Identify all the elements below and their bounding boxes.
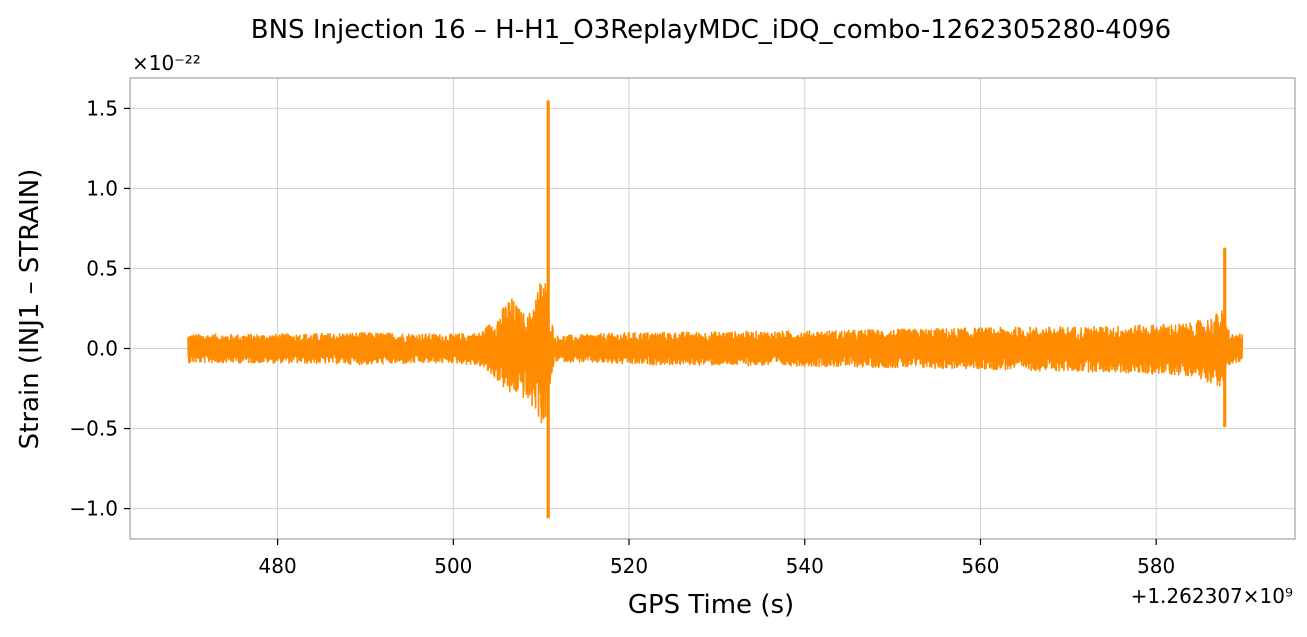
x-axis-label: GPS Time (s)	[628, 590, 794, 620]
x-tick-label: 580	[1137, 554, 1175, 578]
data-layer	[187, 100, 1244, 519]
x-tick-label: 560	[961, 554, 999, 578]
y-tick-label: −1.0	[69, 497, 118, 521]
x-offset-label: +1.262307×10⁹	[1131, 584, 1293, 608]
x-tick-label: 540	[786, 554, 824, 578]
chart-title: BNS Injection 16 – H-H1_O3ReplayMDC_iDQ_…	[251, 15, 1171, 45]
y-tick-label: 1.5	[86, 96, 118, 120]
y-axis-label: Strain (INJ1 – STRAIN)	[15, 169, 45, 450]
x-tick-label: 500	[434, 554, 472, 578]
x-tick-label: 480	[259, 554, 297, 578]
y-scale-label: ×10⁻²²	[132, 51, 201, 75]
y-tick-label: 0.5	[86, 256, 118, 280]
y-tick-label: 0.0	[86, 337, 118, 361]
plot-frame	[129, 77, 1296, 540]
y-tick-label: 1.0	[86, 176, 118, 200]
strain-series-line	[187, 283, 1244, 424]
x-tick-label: 520	[610, 554, 648, 578]
y-tick-layer: −1.0 −0.5 0.0 0.5 1.0 1.5	[69, 96, 130, 521]
y-tick-label: −0.5	[69, 417, 118, 441]
x-tick-layer: 480 500 520 540 560 580	[259, 539, 1175, 578]
